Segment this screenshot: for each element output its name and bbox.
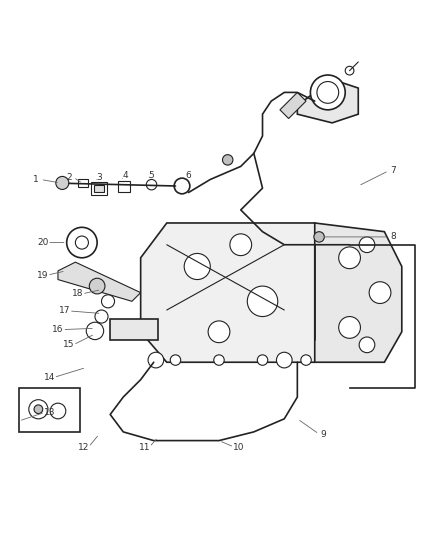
Circle shape [56, 176, 69, 189]
Text: 1: 1 [33, 175, 39, 184]
Bar [118, 181, 130, 192]
Text: 13: 13 [43, 408, 55, 417]
Circle shape [170, 355, 181, 365]
Text: 17: 17 [59, 306, 70, 316]
Circle shape [50, 403, 66, 419]
Circle shape [359, 337, 375, 353]
Text: 18: 18 [72, 289, 83, 298]
Bar [94, 184, 104, 192]
Text: 11: 11 [139, 442, 151, 451]
Text: 4: 4 [123, 172, 128, 181]
Polygon shape [58, 262, 141, 301]
Circle shape [148, 352, 164, 368]
Circle shape [184, 254, 210, 279]
Circle shape [214, 355, 224, 365]
Text: 5: 5 [148, 171, 155, 180]
Circle shape [34, 405, 43, 414]
Circle shape [314, 232, 324, 242]
Text: 20: 20 [37, 238, 49, 247]
Polygon shape [110, 319, 158, 341]
Circle shape [146, 180, 157, 190]
Text: 3: 3 [96, 173, 102, 182]
Circle shape [67, 228, 97, 258]
Circle shape [339, 247, 360, 269]
Circle shape [75, 236, 88, 249]
Circle shape [311, 75, 345, 110]
Circle shape [301, 355, 311, 365]
Text: 10: 10 [233, 442, 244, 451]
Circle shape [102, 295, 115, 308]
Text: 6: 6 [186, 171, 191, 180]
Bar [91, 182, 107, 195]
Text: 16: 16 [52, 325, 64, 334]
Text: 9: 9 [321, 430, 326, 439]
Circle shape [276, 352, 292, 368]
Circle shape [339, 317, 360, 338]
Text: 14: 14 [43, 373, 55, 382]
Circle shape [89, 278, 105, 294]
Circle shape [247, 286, 278, 317]
Text: 2: 2 [66, 173, 72, 182]
Circle shape [359, 237, 375, 253]
Circle shape [345, 66, 354, 75]
Text: 19: 19 [37, 271, 49, 280]
Text: 15: 15 [63, 341, 74, 349]
Circle shape [95, 310, 108, 323]
Circle shape [86, 322, 104, 340]
Bar [78, 180, 88, 187]
Polygon shape [315, 223, 402, 362]
Circle shape [230, 234, 252, 256]
Circle shape [223, 155, 233, 165]
Circle shape [208, 321, 230, 343]
FancyBboxPatch shape [19, 389, 80, 432]
Text: 12: 12 [78, 442, 90, 451]
Polygon shape [141, 223, 341, 362]
Text: 7: 7 [390, 166, 396, 175]
Circle shape [29, 400, 48, 419]
Polygon shape [280, 92, 306, 118]
Circle shape [174, 178, 190, 194]
Circle shape [317, 82, 339, 103]
Text: 8: 8 [390, 232, 396, 241]
Polygon shape [297, 79, 358, 123]
Circle shape [369, 282, 391, 303]
Circle shape [257, 355, 268, 365]
